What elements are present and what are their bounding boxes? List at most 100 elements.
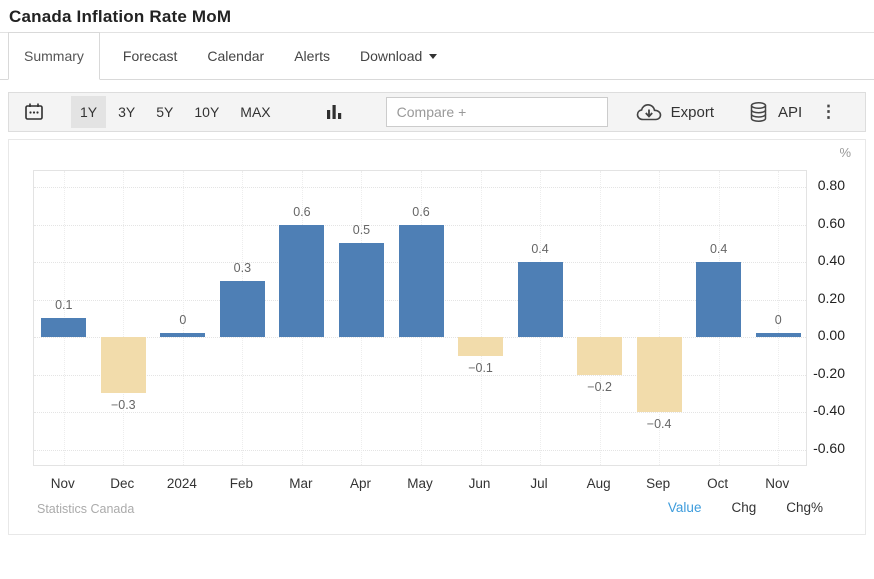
footer-link-chg-pct[interactable]: Chg% [786,500,823,515]
bar-value-label: 0.3 [233,260,252,275]
footer-link-chg[interactable]: Chg [731,500,757,515]
export-button[interactable]: Export [636,103,714,122]
x-axis-label: May [407,476,433,491]
date-range-button[interactable] [19,97,49,127]
source-link[interactable]: Statistics Canada [37,502,135,516]
gridline [599,171,601,465]
range-button-1y[interactable]: 1Y [71,96,107,128]
tab-forecast-label: Forecast [122,48,178,64]
x-axis-label: Jul [530,476,548,491]
bar-value-label: −0.2 [587,379,612,394]
page-header: Canada Inflation Rate MoM [0,0,874,33]
tab-summary-label: Summary [24,48,84,64]
chart-bar[interactable] [577,337,623,375]
chart-bar[interactable] [338,243,384,337]
tab-download[interactable]: Download [345,33,452,79]
api-button[interactable]: API [748,101,802,123]
range-button-10y[interactable]: 10Y [185,96,228,128]
chart-bar[interactable] [279,224,325,337]
export-label: Export [670,103,714,121]
chevron-down-icon [429,53,438,59]
range-button-max[interactable]: MAX [231,96,279,128]
bar-value-label: −0.4 [646,417,672,431]
footer-links: Value Chg Chg% [668,500,823,515]
y-axis-label: 0.40 [817,252,845,268]
tab-alerts[interactable]: Alerts [279,33,345,79]
calendar-icon [25,103,43,120]
y-axis-label: 0.00 [817,327,845,343]
chart-card: % 0.1 −0.3 0 0.3 0.6 0.5 0.6 −0.1 0.4 −0.2 −0.4 0.4… [8,139,866,535]
x-axis-label: Dec [110,476,135,491]
y-axis-label: -0.40 [813,402,845,418]
gridline [34,337,806,338]
range-button-3y[interactable]: 3Y [109,96,144,128]
y-axis-label: 0.60 [817,214,845,231]
y-axis-unit-label: % [839,145,851,160]
y-axis-label: -0.60 [813,439,845,456]
chart-bar[interactable] [41,318,87,337]
x-axis-label: Nov [50,476,75,491]
gridline [34,187,806,188]
bar-value-label: 0.4 [709,242,728,256]
tab-alerts-label: Alerts [294,48,330,64]
more-options-button[interactable]: ⋮ [816,101,841,123]
chart-bar[interactable] [100,337,146,394]
x-axis-label: 2024 [166,476,197,491]
gridline [34,412,806,413]
y-axis-label: 0.80 [817,177,845,193]
bar-value-label: 0.5 [352,223,371,238]
chart-type-button[interactable] [320,99,348,125]
chart-bar[interactable] [219,280,265,337]
y-axis-label: -0.20 [813,364,845,381]
x-axis-label: Mar [289,476,313,491]
x-axis-label: Sep [646,476,671,491]
bar-chart-icon [326,105,341,119]
y-axis-label: 0.20 [817,289,845,306]
x-axis-label: Apr [349,476,371,491]
tab-calendar-label: Calendar [207,48,265,64]
x-axis-label: Nov [765,476,790,491]
cloud-download-icon [636,103,661,120]
chart-toolbar: 1Y 3Y 5Y 10Y MAX Export API ⋮ [8,92,866,132]
gridline [182,171,184,465]
chart-bar[interactable] [636,337,682,412]
gridline [480,171,482,465]
api-label: API [778,103,803,121]
chart-bar[interactable] [696,262,742,337]
x-axis-label: Aug [586,476,611,491]
x-axis-label: Feb [229,476,253,491]
tab-bar: Summary Forecast Calendar Alerts Downloa… [0,32,874,80]
chart-bar[interactable] [458,337,504,356]
database-icon [750,101,767,122]
gridline [123,171,125,465]
gridline [34,449,806,451]
chart-bar[interactable] [398,224,444,337]
page-title: Canada Inflation Rate MoM [9,7,232,26]
bar-value-label: 0.6 [412,204,430,219]
range-selector: 1Y 3Y 5Y 10Y MAX [71,96,280,128]
tab-calendar[interactable]: Calendar [192,33,279,79]
bar-value-label: −0.3 [110,398,136,413]
chart-bar[interactable] [160,333,206,337]
kebab-icon: ⋮ [820,102,837,121]
bar-value-label: 0.4 [531,242,549,256]
gridline [63,171,65,465]
compare-input[interactable] [385,97,608,127]
chart-bar[interactable] [755,333,801,337]
bar-value-label: 0.1 [55,298,73,313]
x-axis-label: Jun [468,476,491,491]
tab-forecast[interactable]: Forecast [108,33,192,79]
plot-area: 0.1 −0.3 0 0.3 0.6 0.5 0.6 −0.1 0.4 −0.2 −0.4 0.4 0 [33,170,807,466]
gridline [659,171,661,465]
range-button-5y[interactable]: 5Y [147,96,182,128]
bar-value-label: 0 [179,313,187,327]
bar-value-label: 0.6 [293,204,311,219]
footer-link-value[interactable]: Value [667,500,702,515]
gridline [778,171,780,465]
gridline [34,374,806,376]
x-axis-label: Oct [707,476,729,491]
tab-download-label: Download [360,48,423,64]
chart-bar[interactable] [517,262,563,337]
bar-value-label: 0 [774,313,782,327]
tab-summary[interactable]: Summary [8,32,100,80]
